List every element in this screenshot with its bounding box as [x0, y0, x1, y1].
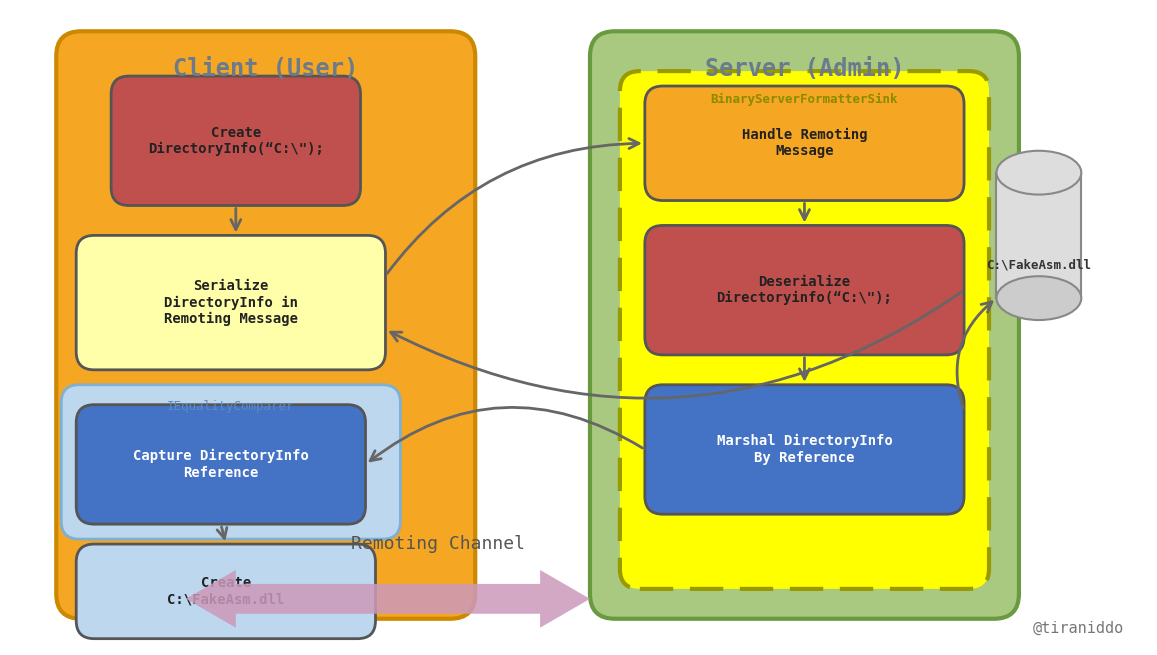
FancyBboxPatch shape — [111, 76, 361, 206]
Text: Remoting Channel: Remoting Channel — [351, 535, 525, 553]
Text: C:\FakeAsm.dll: C:\FakeAsm.dll — [987, 259, 1091, 272]
FancyBboxPatch shape — [620, 71, 989, 589]
FancyBboxPatch shape — [61, 384, 400, 539]
Text: Serialize
DirectoryInfo in
Remoting Message: Serialize DirectoryInfo in Remoting Mess… — [164, 279, 297, 326]
FancyBboxPatch shape — [76, 405, 366, 524]
Ellipse shape — [996, 151, 1082, 195]
FancyBboxPatch shape — [57, 31, 476, 619]
Text: Create
C:\FakeAsm.dll: Create C:\FakeAsm.dll — [168, 576, 285, 607]
Text: Deserialize
Directoryinfo(“C:\");: Deserialize Directoryinfo(“C:\"); — [716, 275, 892, 305]
FancyBboxPatch shape — [76, 544, 376, 639]
Text: Server (Admin): Server (Admin) — [705, 57, 905, 81]
Text: IEqualityComparer: IEqualityComparer — [167, 400, 295, 413]
Ellipse shape — [996, 276, 1082, 320]
Text: Marshal DirectoryInfo
By Reference: Marshal DirectoryInfo By Reference — [716, 434, 892, 464]
Bar — [996, 173, 1082, 298]
Text: @tiraniddo: @tiraniddo — [1033, 621, 1125, 636]
Text: Create
DirectoryInfo(“C:\");: Create DirectoryInfo(“C:\"); — [148, 126, 324, 156]
FancyBboxPatch shape — [644, 225, 964, 355]
FancyBboxPatch shape — [590, 31, 1019, 619]
FancyBboxPatch shape — [76, 235, 385, 370]
FancyBboxPatch shape — [644, 384, 964, 514]
FancyBboxPatch shape — [644, 86, 964, 200]
Text: Client (User): Client (User) — [174, 57, 359, 81]
Polygon shape — [186, 570, 590, 627]
Text: Handle Remoting
Message: Handle Remoting Message — [742, 128, 868, 159]
Text: Capture DirectoryInfo
Reference: Capture DirectoryInfo Reference — [133, 449, 309, 479]
Text: BinaryServerFormatterSink: BinaryServerFormatterSink — [710, 92, 898, 105]
